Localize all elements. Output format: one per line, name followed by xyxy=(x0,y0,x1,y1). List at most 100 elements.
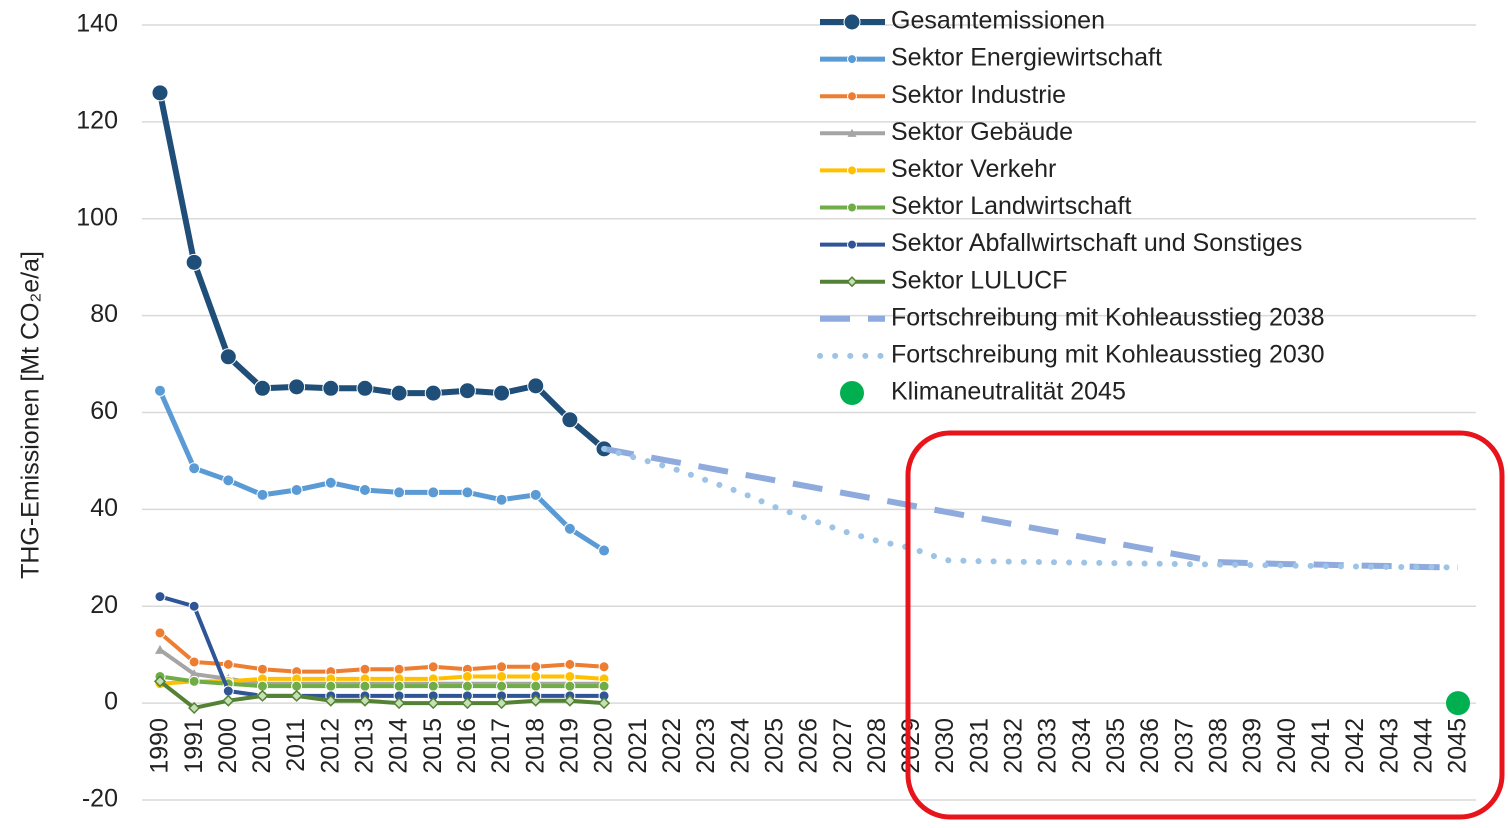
x-tick-label: 2034 xyxy=(1068,718,1096,774)
y-tick-label: 20 xyxy=(90,591,118,619)
legend-label: Sektor Abfallwirtschaft und Sonstiges xyxy=(891,229,1302,257)
marker xyxy=(847,54,857,65)
x-tick-label: 2036 xyxy=(1136,718,1164,774)
marker xyxy=(427,680,439,692)
marker xyxy=(188,600,200,612)
legend-label: Sektor Industrie xyxy=(891,81,1066,109)
x-tick-label: 2029 xyxy=(897,718,925,774)
marker xyxy=(151,84,169,102)
x-tick-label: 2041 xyxy=(1307,718,1335,774)
marker xyxy=(427,486,440,499)
x-tick-label: 2037 xyxy=(1170,718,1198,774)
marker xyxy=(393,697,406,710)
marker xyxy=(530,680,542,692)
y-tick-label: 120 xyxy=(76,106,118,134)
x-tick-label: 2042 xyxy=(1341,718,1369,774)
x-tick-label: 2017 xyxy=(487,718,515,774)
x-tick-label: 2021 xyxy=(624,718,652,774)
marker xyxy=(256,680,268,692)
marker xyxy=(493,384,511,402)
x-tick-label: 2016 xyxy=(453,718,481,774)
marker xyxy=(598,544,611,557)
marker xyxy=(188,675,200,687)
x-tick-label: 2000 xyxy=(214,718,242,774)
x-tick-label: 2013 xyxy=(351,718,379,774)
x-tick-label: 2040 xyxy=(1273,718,1301,774)
marker xyxy=(188,701,201,715)
series-line xyxy=(157,92,606,452)
marker xyxy=(847,128,857,137)
marker xyxy=(359,680,371,692)
marker xyxy=(291,680,303,692)
marker xyxy=(427,697,440,710)
marker xyxy=(189,669,200,679)
x-tick-label: 2014 xyxy=(385,718,413,774)
x-tick-label: 2026 xyxy=(795,718,823,774)
x-tick-label: 2019 xyxy=(556,718,584,774)
marker xyxy=(847,239,857,250)
x-tick-label: 2038 xyxy=(1205,718,1233,774)
x-tick-label: 2011 xyxy=(282,718,310,772)
marker xyxy=(461,670,473,682)
marker xyxy=(188,656,200,668)
marker xyxy=(185,253,203,271)
marker xyxy=(564,680,576,692)
marker xyxy=(222,685,234,697)
x-tick-label: 2020 xyxy=(590,718,618,774)
marker xyxy=(847,165,857,176)
x-tick-label: 2018 xyxy=(521,718,549,774)
marker xyxy=(564,670,576,682)
marker xyxy=(154,384,166,397)
x-tick-label: 2033 xyxy=(1034,718,1062,774)
marker xyxy=(461,486,474,499)
legend: Gesamtemissionen Sektor Energiewirtschaft… xyxy=(817,7,1325,406)
x-tick-label: 2028 xyxy=(863,718,891,774)
marker xyxy=(253,379,271,397)
x-tick-label: 2023 xyxy=(692,718,720,774)
legend-label: Sektor Gebäude xyxy=(891,118,1073,146)
marker xyxy=(530,661,542,673)
marker xyxy=(390,384,408,402)
marker xyxy=(424,384,442,402)
y-tick-label: 0 xyxy=(104,688,118,716)
marker xyxy=(847,202,857,213)
x-tick-label: 2025 xyxy=(760,718,788,774)
marker xyxy=(155,644,165,654)
x-tick-label: 2032 xyxy=(1000,718,1028,774)
marker xyxy=(840,381,864,405)
marker xyxy=(393,486,406,499)
marker xyxy=(496,670,508,682)
x-tick-label: 2044 xyxy=(1409,718,1437,774)
marker xyxy=(427,661,439,673)
marker xyxy=(358,694,372,707)
x-tick-label: 2031 xyxy=(965,718,993,774)
x-tick-label: 2012 xyxy=(316,718,344,774)
marker xyxy=(458,382,476,400)
x-tick-label: 2022 xyxy=(658,718,686,774)
x-tick-label: 2010 xyxy=(248,718,276,774)
series-line xyxy=(603,445,1459,571)
marker xyxy=(288,378,306,396)
marker xyxy=(188,462,201,475)
marker xyxy=(393,663,405,675)
marker xyxy=(597,697,611,710)
marker xyxy=(358,484,371,496)
x-tick-label: 1990 xyxy=(146,718,174,774)
marker xyxy=(461,697,474,710)
marker xyxy=(495,697,508,710)
legend-label: Sektor Landwirtschaft xyxy=(891,192,1131,220)
marker xyxy=(222,694,235,707)
marker xyxy=(461,680,473,692)
marker xyxy=(222,474,235,487)
marker xyxy=(256,488,269,501)
legend-label: Fortschreibung mit Kohleausstieg 2038 xyxy=(891,303,1325,331)
marker xyxy=(527,377,545,395)
marker xyxy=(256,663,268,675)
marker xyxy=(153,675,167,688)
marker xyxy=(256,689,269,702)
marker xyxy=(563,522,576,535)
marker xyxy=(290,484,303,496)
marker xyxy=(356,379,374,397)
marker xyxy=(393,680,405,692)
series-line xyxy=(158,631,605,674)
